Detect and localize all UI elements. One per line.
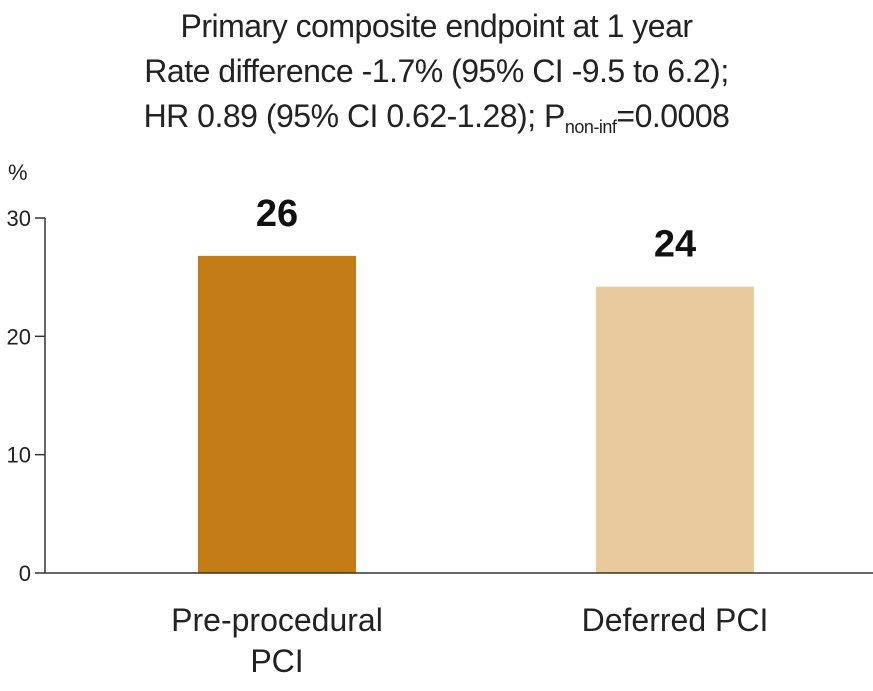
title-line-2: Rate difference -1.7% (95% CI -9.5 to 6.… [144, 53, 729, 89]
data-label-2: 24 [654, 224, 696, 266]
y-tick-label-0: 0 [19, 561, 31, 586]
data-label-1: 26 [256, 193, 298, 235]
y-tick-label-30: 30 [7, 206, 31, 231]
title-line-3-tail: =0.0008 [616, 98, 730, 134]
bar-2 [596, 286, 754, 573]
y-axis-unit-label: % [8, 160, 28, 185]
title-line-1: Primary composite endpoint at 1 year [180, 8, 693, 44]
y-tick-label-10: 10 [7, 443, 31, 468]
x-category-label-1-line-1: Pre-procedural [171, 602, 383, 638]
x-category-label-1-line-2: PCI [250, 643, 303, 679]
title-line-3-main: HR 0.89 (95% CI 0.62-1.28); P [143, 98, 566, 134]
title-line-3: HR 0.89 (95% CI 0.62-1.28); Pnon-inf=0.0… [0, 94, 873, 139]
chart-title: Primary composite endpoint at 1 year Rat… [0, 4, 873, 139]
title-line-3-subscript: non-inf [564, 117, 617, 137]
y-tick-label-20: 20 [7, 324, 31, 349]
bar-1 [198, 255, 356, 573]
x-category-label-2-line-1: Deferred PCI [582, 602, 769, 638]
